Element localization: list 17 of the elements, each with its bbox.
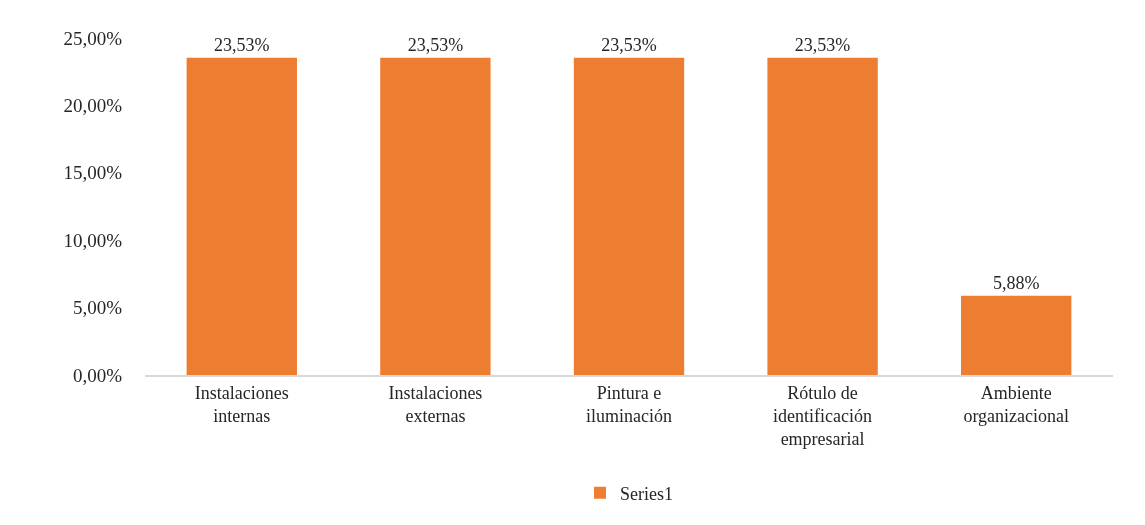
y-tick-label: 15,00%	[63, 162, 123, 184]
y-tick-label: 10,00%	[63, 229, 123, 251]
y-tick-label: 0,00%	[72, 364, 123, 386]
data-label: 23,53%	[214, 34, 270, 55]
x-tick-label: Rótulo de identificación empresarial	[773, 382, 873, 450]
y-tick-label: 25,00%	[63, 27, 123, 49]
x-tick-label: Instalaciones externas	[388, 382, 483, 426]
x-tick-label: Pintura e iluminación	[586, 382, 672, 426]
x-tick-label: Ambiente organizacional	[963, 382, 1070, 426]
y-tick-label: 20,00%	[63, 95, 123, 117]
data-label: 23,53%	[407, 34, 464, 55]
x-tick-label: Instalaciones internas	[194, 382, 289, 426]
data-label: 5,88%	[992, 272, 1040, 293]
data-label: 23,53%	[794, 34, 851, 55]
y-tick-label: 5,00%	[72, 297, 123, 319]
legend-label: Series1	[620, 483, 673, 504]
data-label: 23,53%	[601, 34, 657, 55]
